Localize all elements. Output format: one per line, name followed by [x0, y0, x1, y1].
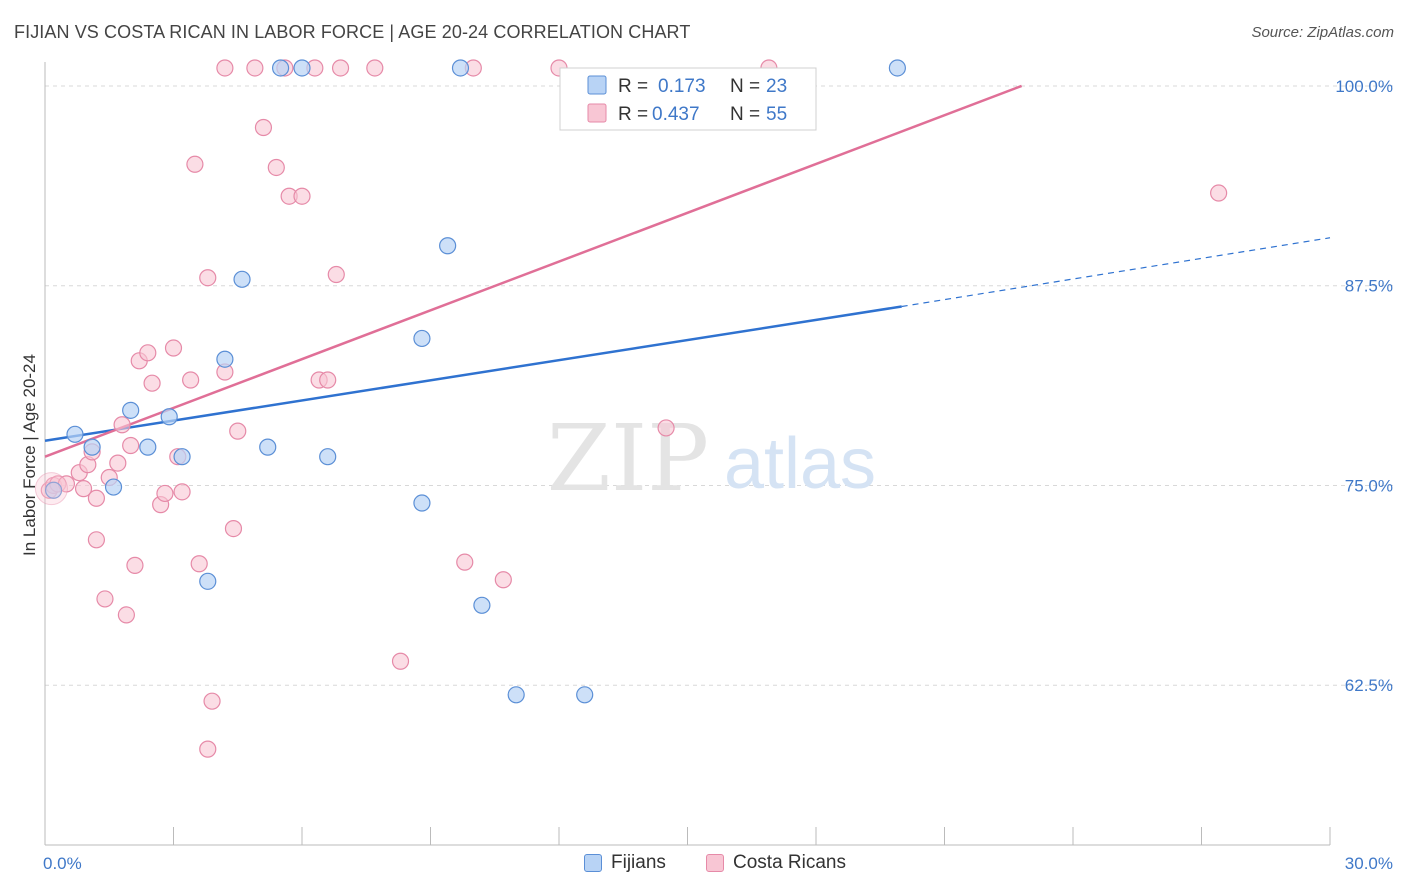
legend-n-label: N = — [730, 76, 760, 97]
point-fijians — [216, 350, 234, 368]
point-costa-ricans — [456, 553, 474, 571]
legend-label-fijians: Fijians — [611, 852, 666, 873]
point-fijians — [293, 59, 311, 77]
legend-n-value-costa-ricans: 55 — [766, 104, 787, 125]
legend-r-label: R = — [618, 104, 648, 125]
point-fijians — [173, 448, 191, 466]
point-fijians — [160, 408, 178, 426]
point-costa-ricans — [122, 436, 140, 455]
legend-label-costa-ricans: Costa Ricans — [733, 852, 846, 873]
point-costa-ricans — [199, 269, 217, 287]
point-fijians — [233, 270, 251, 288]
legend-item-fijians[interactable]: Fijians — [584, 852, 666, 874]
legend-swatch-fijians — [587, 75, 607, 95]
legend-r-label: R = — [618, 76, 648, 97]
legend-n-label: N = — [730, 104, 760, 125]
point-costa-ricans — [327, 265, 345, 284]
point-costa-ricans — [366, 59, 384, 77]
y-tick-label: 62.5% — [1345, 676, 1393, 695]
point-costa-ricans — [391, 652, 410, 670]
point-fijians — [413, 494, 431, 512]
y-tick-label: 100.0% — [1335, 77, 1393, 96]
point-costa-ricans — [203, 692, 221, 710]
point-costa-ricans — [156, 484, 174, 503]
point-fijians — [44, 481, 63, 499]
point-fijians — [319, 448, 337, 466]
point-fijians — [413, 329, 431, 348]
point-fijians — [122, 401, 140, 419]
fijians-swatch — [584, 854, 602, 872]
point-costa-ricans — [1210, 184, 1228, 202]
costa-ricans-swatch — [706, 854, 724, 872]
point-costa-ricans — [254, 118, 273, 137]
point-costa-ricans — [246, 59, 264, 77]
point-costa-ricans — [126, 556, 144, 574]
point-costa-ricans — [224, 520, 243, 538]
point-costa-ricans — [199, 740, 217, 758]
point-fijians — [139, 438, 157, 456]
point-costa-ricans — [186, 155, 204, 173]
point-costa-ricans — [657, 419, 675, 437]
point-costa-ricans — [74, 480, 93, 498]
point-costa-ricans — [96, 590, 114, 608]
point-fijians — [473, 596, 491, 614]
point-costa-ricans — [190, 555, 208, 573]
point-fijians — [83, 438, 101, 456]
legend-swatch-costa-ricans — [587, 103, 607, 123]
y-tick-label: 75.0% — [1345, 476, 1393, 495]
point-fijians — [576, 686, 594, 704]
legend-r-value-fijians: 0.173 — [658, 76, 706, 97]
bottom-legend: Fijians Costa Ricans — [0, 852, 1406, 878]
point-costa-ricans — [117, 606, 135, 624]
legend-box: R = 0.173 N = 23 R = 0.437 N = 55 — [559, 67, 817, 131]
point-costa-ricans — [229, 422, 247, 440]
x-tick-label: 30.0% — [1345, 854, 1393, 873]
point-costa-ricans-cluster — [34, 472, 68, 506]
point-costa-ricans — [216, 59, 234, 77]
point-costa-ricans — [164, 339, 183, 357]
gridlines — [45, 85, 1394, 686]
point-fijians — [104, 478, 123, 496]
point-fijians — [451, 59, 470, 77]
point-fijians — [199, 572, 217, 590]
point-costa-ricans — [331, 59, 350, 77]
watermark-zip: ZIP — [547, 405, 709, 512]
x-tick-label: 0.0% — [43, 854, 82, 873]
point-costa-ricans — [87, 531, 106, 549]
point-costa-ricans — [182, 371, 200, 389]
trend-line-fijians — [44, 305, 902, 442]
legend-item-costa-ricans[interactable]: Costa Ricans — [706, 852, 846, 874]
point-costa-ricans — [113, 416, 131, 434]
trend-line-fijians-extension — [901, 237, 1331, 308]
source-label: Source: ZipAtlas.com — [1251, 24, 1394, 41]
legend-n-value-fijians: 23 — [766, 76, 787, 97]
point-fijians — [259, 438, 277, 456]
point-costa-ricans — [494, 571, 512, 589]
point-costa-ricans — [293, 187, 311, 205]
point-costa-ricans — [319, 371, 337, 389]
y-tick-label: 87.5% — [1345, 277, 1393, 296]
point-costa-ricans — [267, 158, 285, 177]
chart-title: FIJIAN VS COSTA RICAN IN LABOR FORCE | A… — [14, 22, 691, 42]
point-fijians — [271, 59, 290, 77]
point-fijians — [507, 686, 525, 704]
tick-labels: 62.5% 75.0% 87.5% 100.0% 0.0% 30.0% — [43, 77, 1393, 873]
point-fijians — [439, 237, 457, 255]
point-fijians — [66, 425, 84, 443]
trend-line-costa-ricans — [44, 84, 1023, 458]
trend-lines — [44, 84, 1331, 458]
point-costa-ricans — [143, 374, 161, 392]
point-costa-ricans — [87, 489, 106, 507]
axes — [44, 62, 1331, 846]
watermark: ZIP atlas — [547, 405, 876, 512]
point-costa-ricans — [139, 344, 157, 362]
point-costa-ricans — [109, 454, 127, 472]
watermark-atlas: atlas — [724, 424, 876, 504]
legend-r-value-costa-ricans: 0.437 — [652, 104, 700, 125]
point-costa-ricans — [173, 483, 191, 501]
point-fijians — [888, 59, 906, 77]
